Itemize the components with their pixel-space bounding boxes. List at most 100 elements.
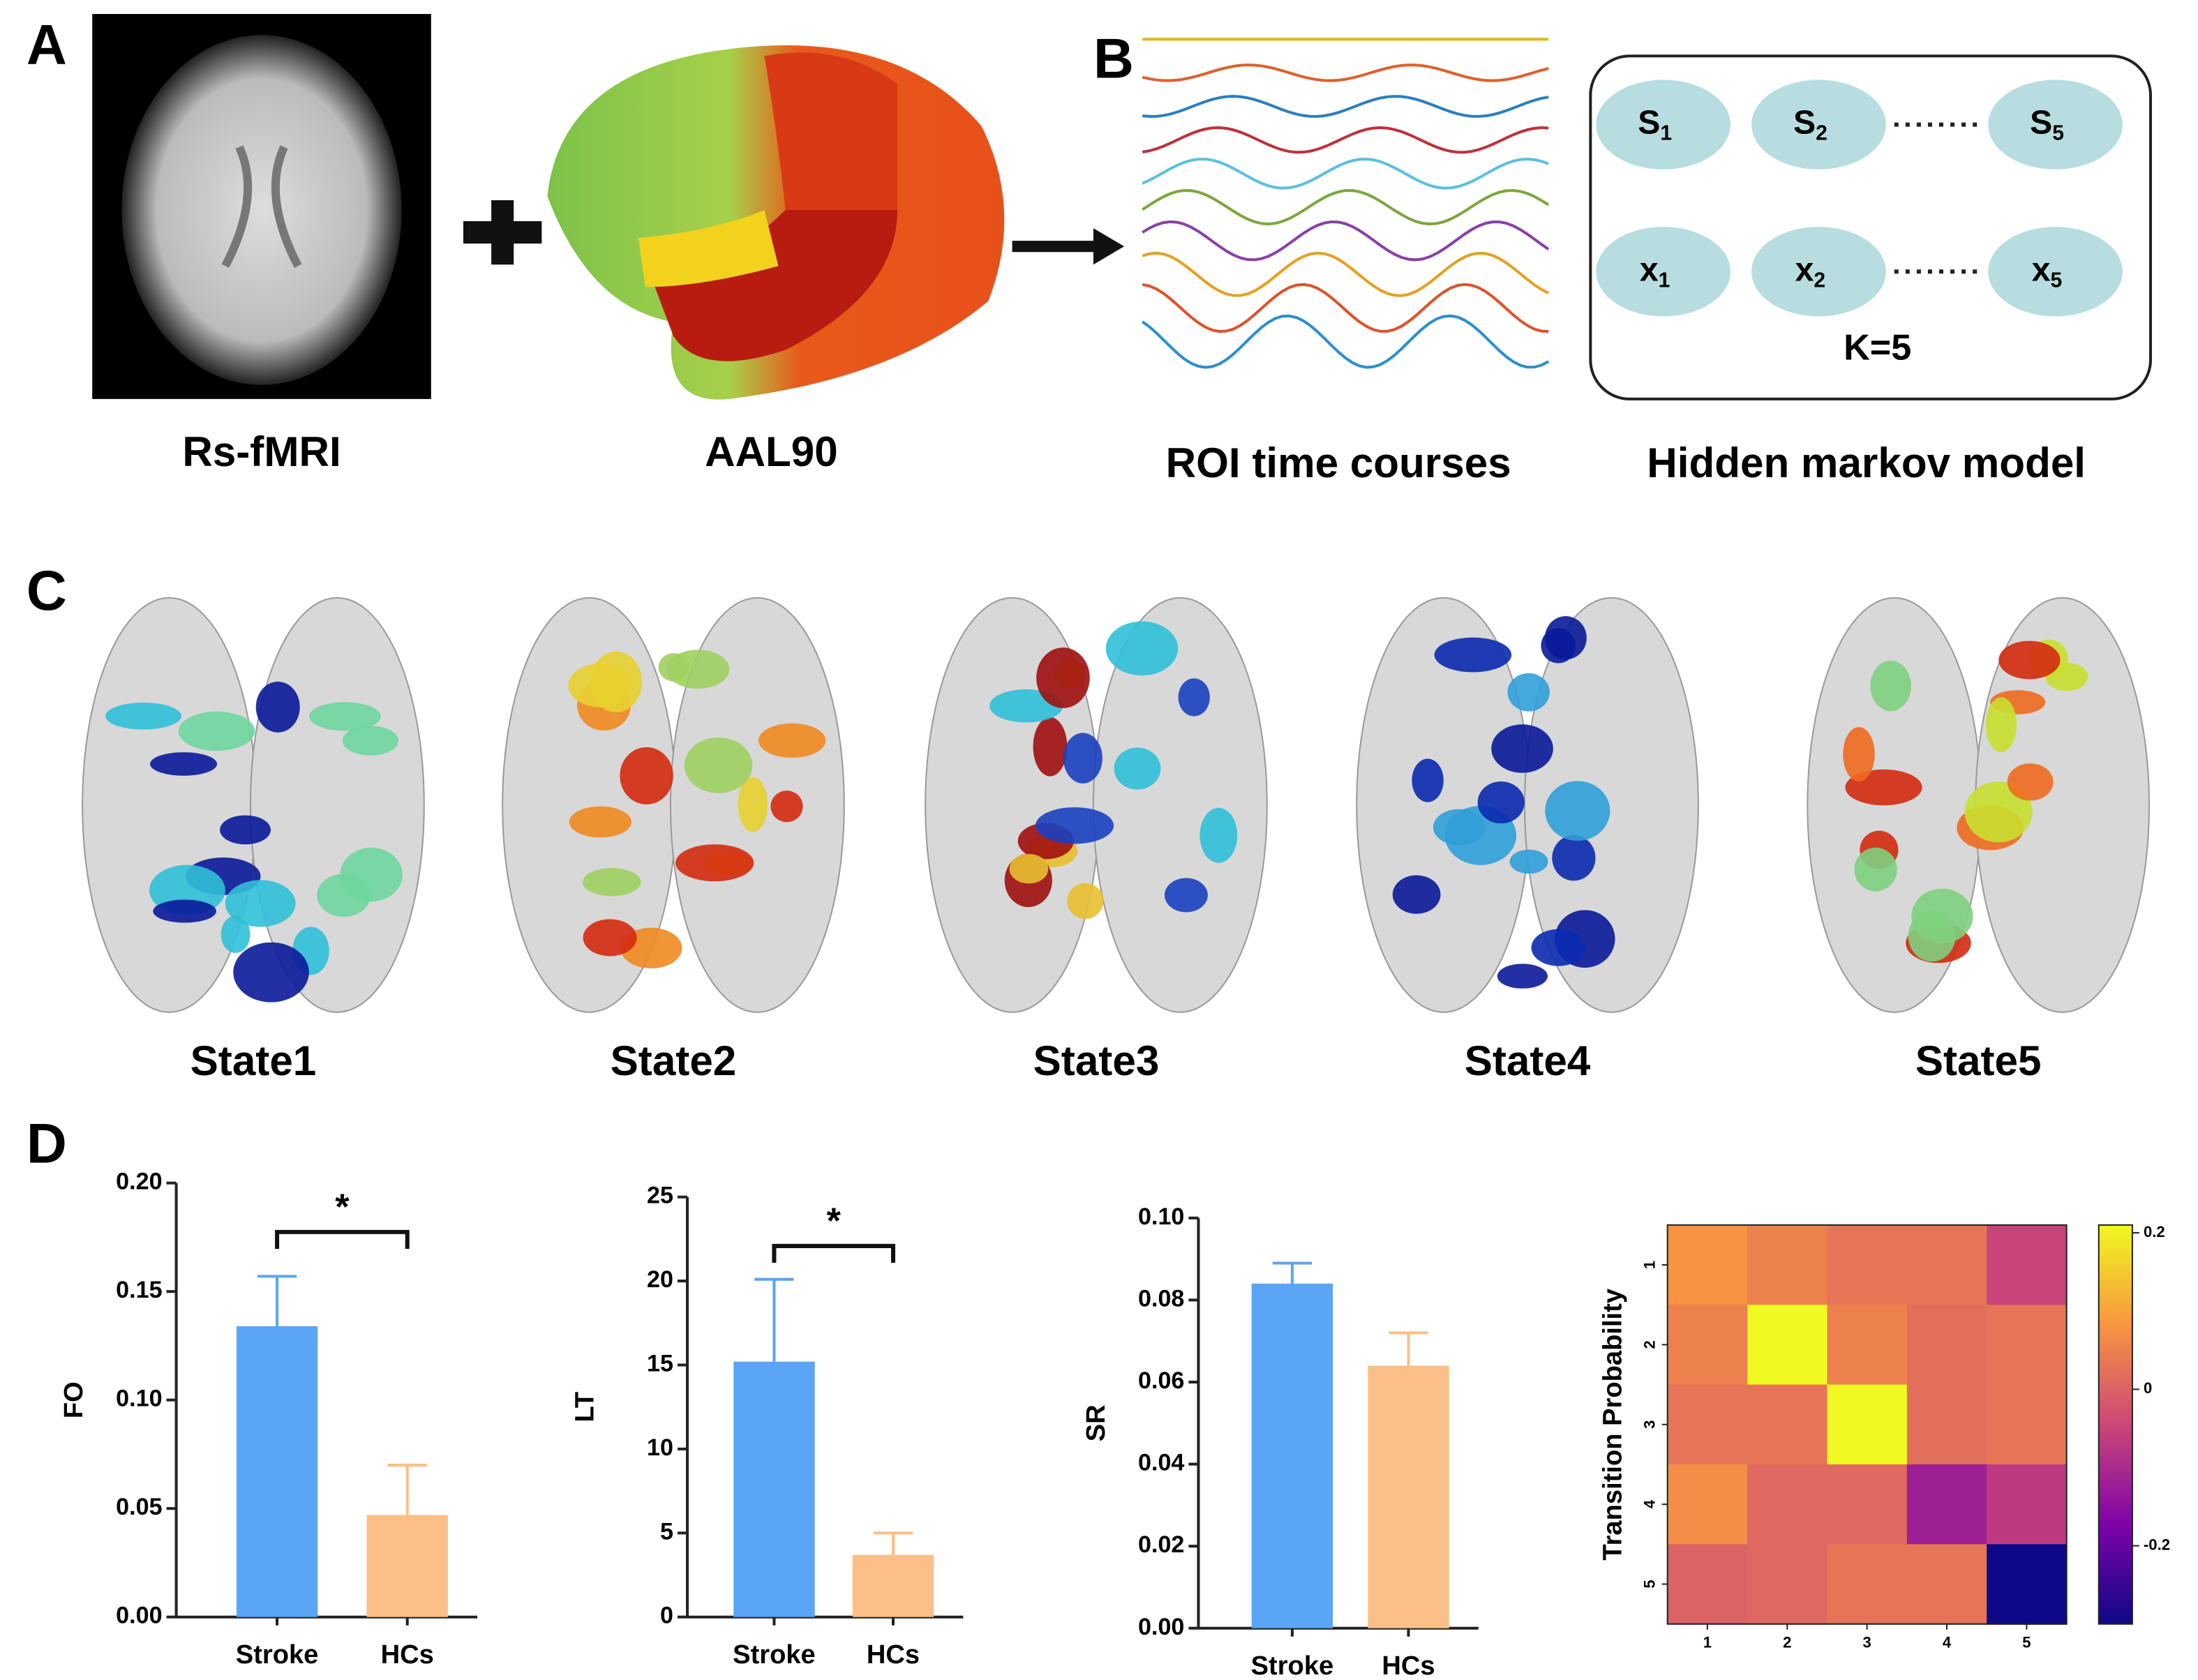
mri-ventricle: [221, 145, 302, 269]
heatmap-cell: [1747, 1305, 1828, 1386]
significance-mark: *: [827, 1201, 842, 1242]
time-courses: [1142, 38, 1550, 369]
activation: [1114, 747, 1161, 790]
caption: Hidden markov model: [1647, 440, 2086, 486]
hemisphere: [1092, 597, 1268, 1013]
heatmap-cell: [1827, 1224, 1908, 1306]
hmm-node: [1751, 80, 1886, 170]
x-tick-label: Stroke: [1251, 1651, 1334, 1680]
mri-brain: [121, 35, 402, 385]
colorbar: [2098, 1224, 2133, 1625]
hmm-node: [1751, 227, 1886, 317]
activation: [220, 815, 271, 845]
y-axis-label: Transition Probability: [1598, 1289, 1628, 1561]
activation: [1531, 929, 1586, 966]
activation: [684, 737, 753, 793]
panel-label: D: [27, 1113, 67, 1176]
activation: [1843, 727, 1875, 782]
y-tick-label: 5: [1640, 1580, 1658, 1588]
heatmap-cell: [1906, 1305, 1988, 1386]
k-label: K=5: [1844, 327, 1911, 368]
activation: [309, 702, 381, 731]
activation: [1497, 963, 1548, 989]
y-tick-label: 0.00: [1138, 1614, 1184, 1640]
bar: [1368, 1365, 1449, 1628]
wave: [1142, 157, 1549, 190]
x-tick-label: HCs: [1382, 1651, 1435, 1680]
heatmap-cell: [1667, 1464, 1749, 1545]
activation: [1392, 875, 1441, 914]
node-label: S2: [1793, 103, 1827, 144]
x-tick-label: 5: [2022, 1634, 2031, 1651]
node-subscript: 5: [2052, 122, 2064, 145]
activation: [1033, 717, 1068, 777]
x-tick-label: Stroke: [236, 1640, 319, 1670]
node-letter: S: [2030, 103, 2052, 141]
activation: [1985, 697, 2017, 753]
activation: [1036, 647, 1090, 708]
activation: [233, 942, 309, 1003]
heatmap-cell: [1747, 1544, 1828, 1625]
y-tick-label: 15: [647, 1351, 673, 1377]
y-tick-label: 0.15: [116, 1277, 162, 1303]
x-tick-label: HCs: [867, 1640, 920, 1670]
heatmap-cell: [1906, 1224, 1988, 1306]
activation: [150, 752, 218, 776]
cortex-region: [638, 210, 779, 287]
y-axis-label: FO: [59, 1381, 89, 1418]
activation: [1552, 835, 1596, 881]
bar: [1251, 1283, 1333, 1628]
brain-states: State1 State2 State3 State4 State5: [82, 597, 2151, 1084]
y-tick-label: 25: [647, 1183, 673, 1209]
activation: [1035, 807, 1114, 844]
heatmap-cell: [1827, 1464, 1908, 1545]
node-subscript: 5: [2051, 269, 2063, 292]
state-label: State4: [1465, 1037, 1591, 1084]
y-tick-label: 5: [660, 1518, 673, 1545]
node-subscript: 1: [1659, 269, 1670, 292]
activation: [1105, 621, 1179, 676]
y-tick-label: 1: [1640, 1261, 1658, 1269]
activation: [1009, 853, 1049, 884]
wave: [1142, 314, 1550, 369]
y-tick-label: 2: [1640, 1340, 1658, 1349]
y-axis-label: LT: [570, 1392, 600, 1423]
activation: [569, 806, 631, 838]
activation: [620, 747, 673, 805]
activation: [1434, 637, 1512, 673]
wave: [1142, 220, 1550, 262]
activation: [1545, 781, 1610, 841]
heatmap-cell: [1667, 1305, 1749, 1386]
heatmap-cell: [1906, 1464, 1988, 1545]
node-letter: x: [2032, 250, 2051, 288]
y-axis-label: SR: [1081, 1404, 1111, 1441]
node-label: S5: [2030, 103, 2064, 144]
caption: ROI time courses: [1166, 440, 1511, 486]
activation: [342, 726, 399, 756]
activation: [1998, 640, 2061, 680]
y-tick-label: 10: [647, 1434, 673, 1461]
activation: [1908, 910, 1956, 962]
heatmap-cell: [1827, 1305, 1908, 1386]
node-label: S1: [1638, 103, 1672, 144]
y-tick-label: 0.02: [1138, 1531, 1184, 1558]
heatmap-cell: [1906, 1544, 1988, 1625]
caption: Rs-fMRI: [182, 428, 341, 475]
hmm-node: [1988, 80, 2123, 170]
heatmap-cell: [1667, 1544, 1749, 1625]
bar: [236, 1326, 318, 1617]
activation: [225, 880, 296, 927]
node-letter: x: [1640, 250, 1659, 288]
activation: [1544, 616, 1587, 660]
activation: [1164, 878, 1208, 913]
node-subscript: 2: [1814, 269, 1825, 292]
activation: [1063, 733, 1102, 783]
node-letter: S: [1638, 103, 1660, 141]
activation: [220, 915, 251, 953]
colorbar-tick-label: 0: [2144, 1379, 2152, 1397]
state-label: State2: [611, 1037, 737, 1084]
y-tick-label: 3: [1640, 1420, 1658, 1429]
